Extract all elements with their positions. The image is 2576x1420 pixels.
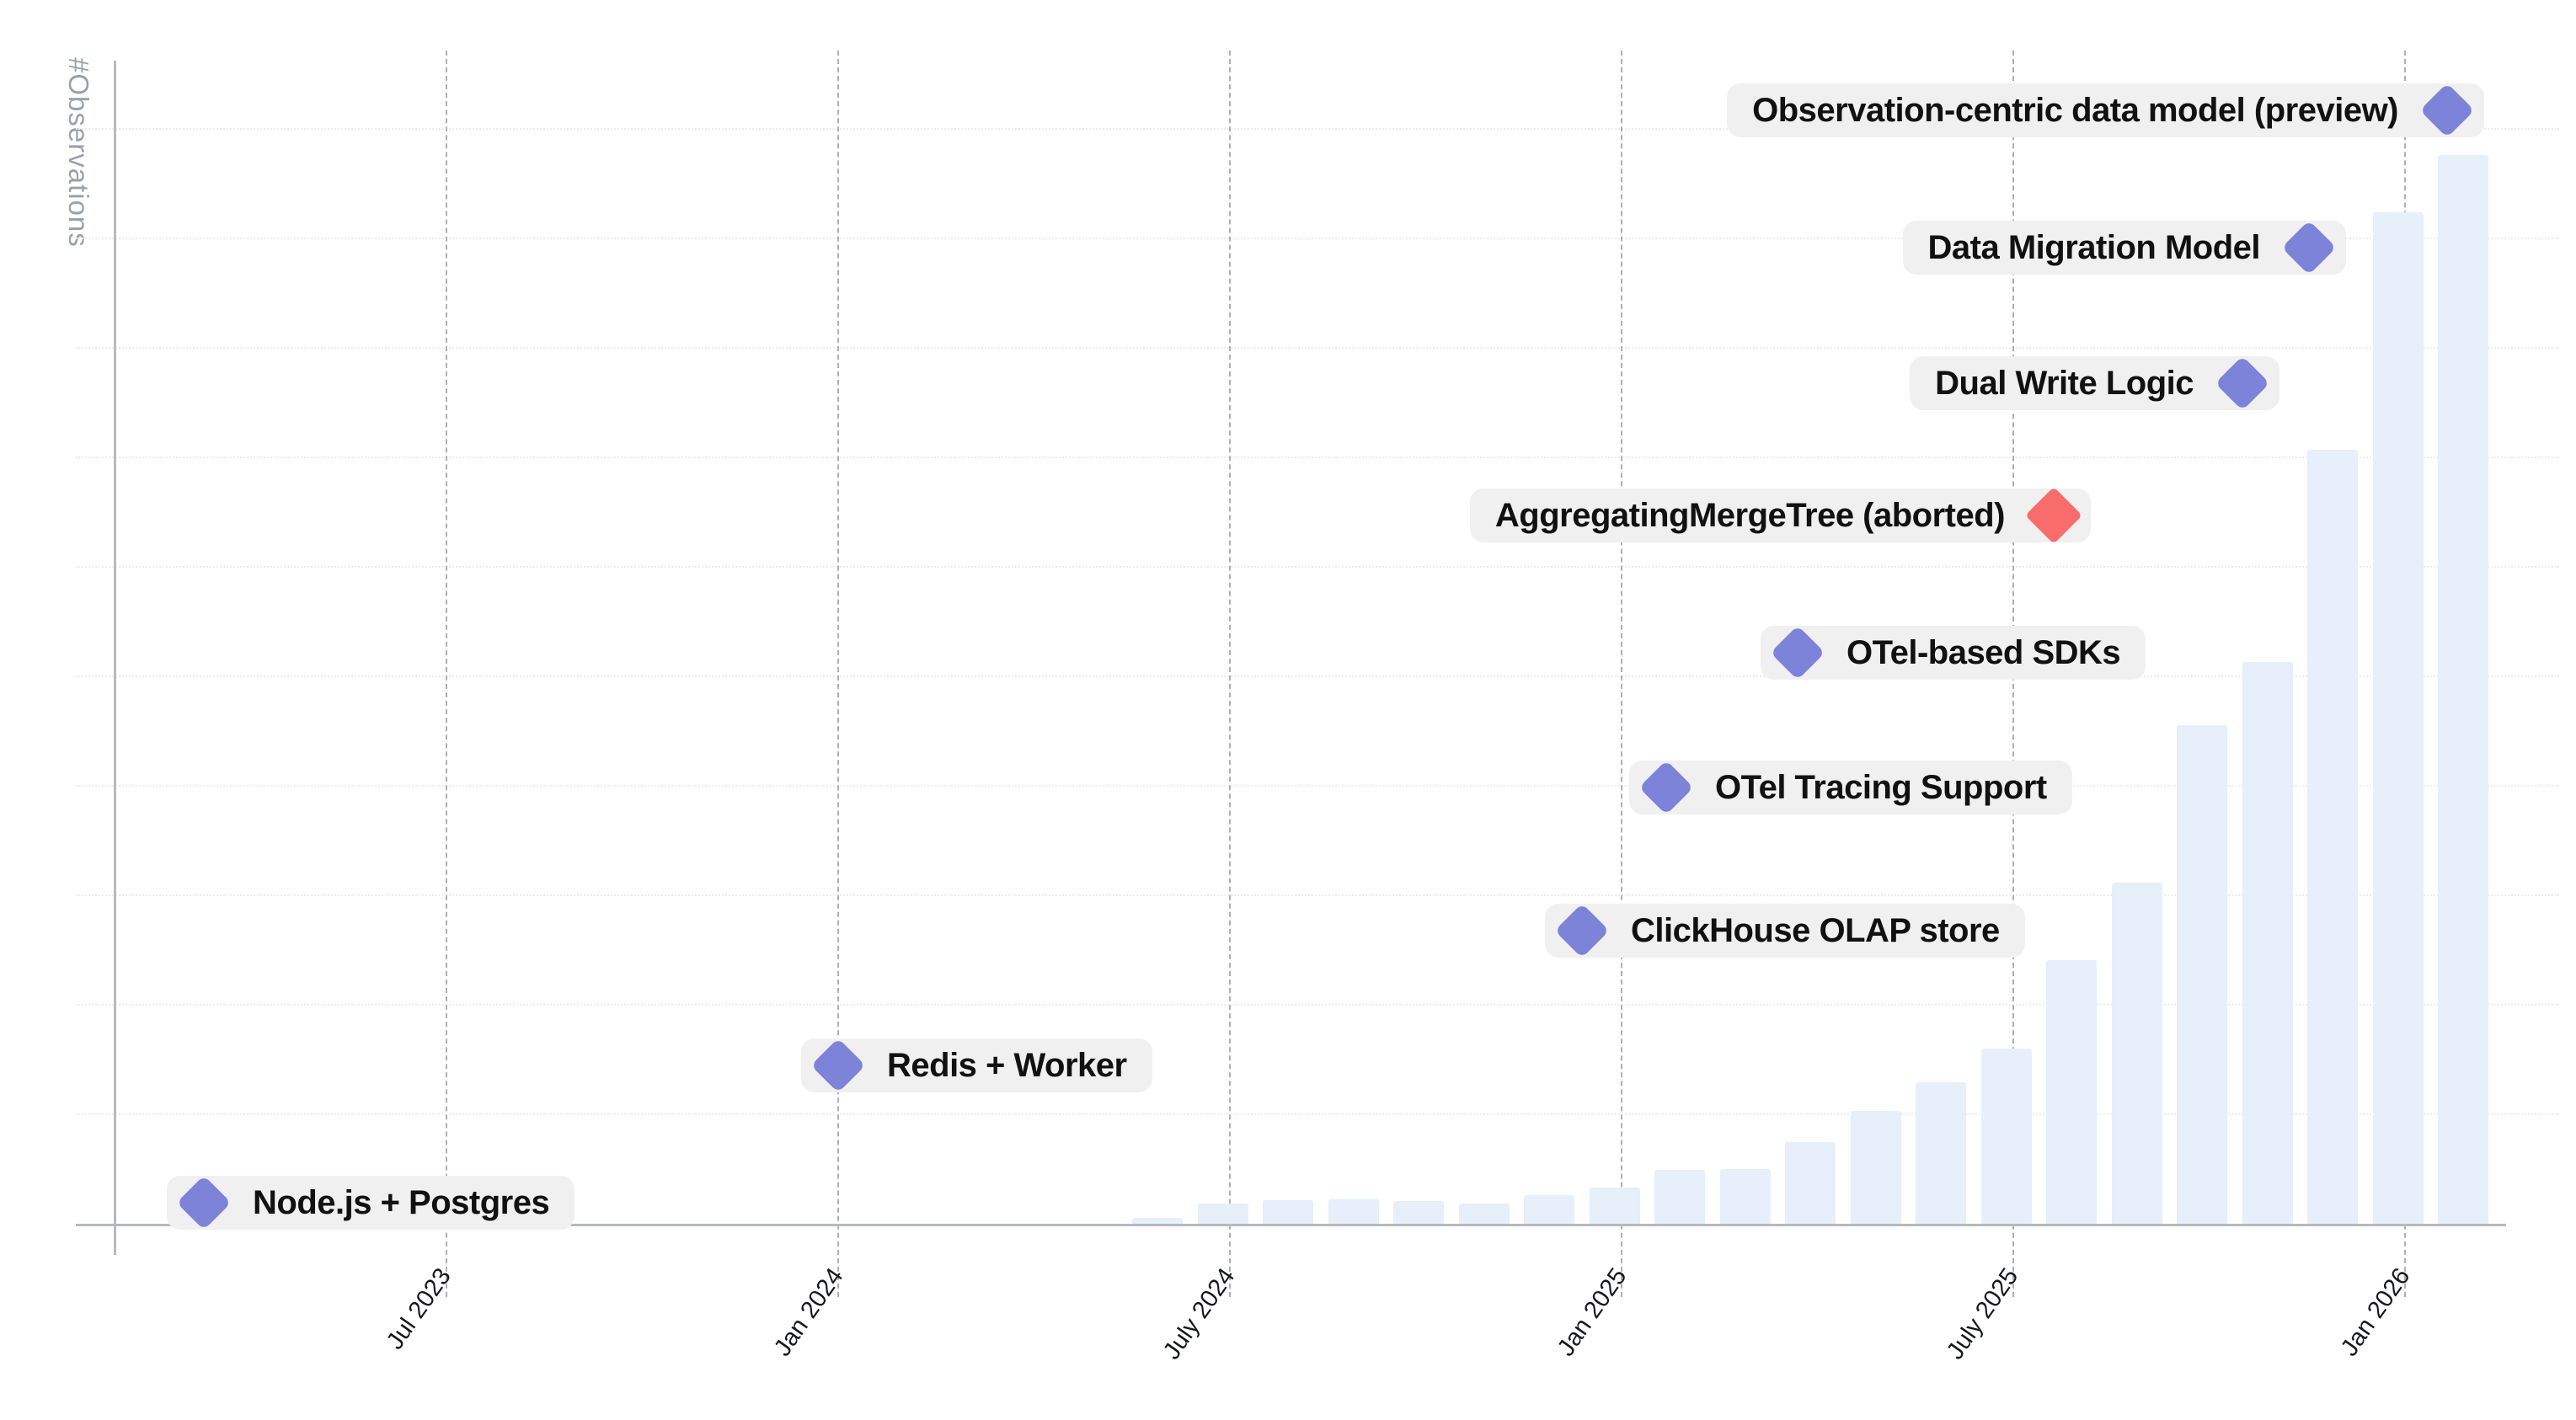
observations-bar: [1980, 1049, 2032, 1224]
observations-bar: [1654, 1170, 1705, 1224]
x-tick-label: July 2025: [1941, 1263, 2024, 1365]
observations-bar: [1524, 1195, 1574, 1224]
milestone-label: ClickHouse OLAP store: [1545, 904, 2025, 958]
x-tick-label: Jan 2025: [1552, 1263, 1633, 1362]
vertical-gridline: [1621, 51, 1622, 1297]
x-tick-label: Jan 2024: [768, 1263, 849, 1362]
observations-bar: [1589, 1188, 1640, 1224]
x-tick-label: July 2024: [1157, 1263, 1241, 1365]
observations-bar: [1719, 1169, 1771, 1224]
observations-bar: [2372, 212, 2424, 1224]
horizontal-gridline: [76, 785, 2559, 787]
observations-bar: [1197, 1204, 1248, 1224]
milestone-label: OTel Tracing Support: [1629, 761, 2072, 814]
observations-bar: [2046, 960, 2097, 1224]
milestone-label: Observation-centric data model (preview): [1727, 83, 2484, 137]
x-tick-label: Jul 2023: [382, 1263, 457, 1355]
observations-bar: [1393, 1201, 1444, 1224]
x-axis-line: [76, 1224, 2506, 1226]
observations-bar: [2177, 725, 2227, 1224]
observations-bar: [1132, 1218, 1183, 1224]
horizontal-gridline: [76, 675, 2559, 677]
horizontal-gridline: [76, 347, 2559, 349]
horizontal-gridline: [76, 894, 2559, 896]
vertical-gridline: [837, 51, 839, 1297]
observations-bar: [1785, 1142, 1836, 1224]
y-axis-line: [114, 61, 116, 1255]
observations-bar: [2438, 155, 2488, 1224]
vertical-gridline: [446, 51, 447, 1297]
y-axis-label: #Observations: [63, 57, 94, 248]
x-tick-label: Jan 2026: [2335, 1263, 2416, 1362]
observations-bar: [2242, 662, 2293, 1224]
horizontal-gridline: [76, 456, 2559, 458]
horizontal-gridline: [76, 1113, 2559, 1115]
milestone-label: OTel-based SDKs: [1761, 626, 2146, 680]
horizontal-gridline: [76, 128, 2559, 130]
milestone-label: AggregatingMergeTree (aborted): [1469, 488, 2091, 542]
observations-bar: [1328, 1199, 1379, 1224]
milestone-label: Node.js + Postgres: [167, 1176, 575, 1230]
horizontal-gridline: [76, 1004, 2559, 1006]
horizontal-gridline: [76, 238, 2559, 239]
observations-bar: [1263, 1200, 1313, 1224]
milestone-label: Data Migration Model: [1902, 221, 2346, 275]
observations-bar: [1850, 1111, 1901, 1224]
observations-bar: [1458, 1204, 1510, 1224]
observations-bar: [1916, 1082, 1966, 1224]
horizontal-gridline: [76, 566, 2559, 568]
vertical-gridline: [1229, 51, 1231, 1297]
observations-bar: [2111, 883, 2162, 1224]
observations-bar: [2307, 450, 2358, 1224]
